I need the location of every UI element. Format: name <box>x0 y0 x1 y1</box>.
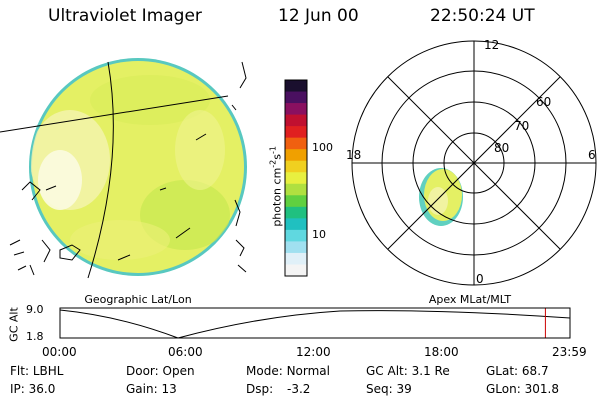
altitude-curve <box>59 309 571 339</box>
time-label: 22:50:24 UT <box>430 6 535 26</box>
left-image-caption: Geographic Lat/Lon <box>84 293 191 306</box>
colorbar-tick-100: 100 <box>312 141 333 154</box>
lat-label-60: 60 <box>536 95 551 109</box>
coastlines <box>9 61 247 276</box>
colorbar-segment <box>285 264 307 277</box>
mlt-label-18: 18 <box>346 148 361 162</box>
longitude-line <box>87 61 114 279</box>
colorbar-segment <box>285 206 307 219</box>
colorbar-segment <box>285 252 307 265</box>
latitude-line <box>0 95 229 133</box>
colorbar-segment <box>285 126 307 139</box>
timeline-xtick-0600: 06:00 <box>168 345 203 359</box>
status-ip: IP: 36.0 <box>10 382 56 396</box>
timeline-xtick-1200: 12:00 <box>296 345 331 359</box>
colorbar-segment <box>285 137 307 150</box>
timeline-xtick-0000: 00:00 <box>42 345 77 359</box>
colorbar-tick-10: 10 <box>312 228 326 241</box>
mlt-label-12: 12 <box>484 38 499 52</box>
timeline-ytick-bottom: 1.8 <box>26 330 44 343</box>
status-filter: Flt: LBHL <box>10 364 64 378</box>
colorbar-segment <box>285 195 307 208</box>
lat-label-70: 70 <box>514 119 529 133</box>
colorbar-segment <box>285 172 307 185</box>
color-bar <box>284 79 308 277</box>
timeline-y-label: GC Alt <box>7 307 21 342</box>
colorbar-segment <box>285 218 307 231</box>
status-gc-alt: GC Alt: 3.1 Re <box>366 364 450 378</box>
polar-plot: 12 18 6 0 60 70 80 Apex MLat/MLT <box>346 38 597 306</box>
colorbar-segment <box>285 149 307 162</box>
status-glat: GLat: 68.7 <box>486 364 549 378</box>
altitude-timeline <box>59 307 571 339</box>
timeline-xtick-1800: 18:00 <box>424 345 459 359</box>
colorbar-segment <box>285 114 307 127</box>
polar-diagonal-2 <box>387 76 561 250</box>
colorbar-segment <box>285 183 307 196</box>
date-label: 12 Jun 00 <box>278 6 359 26</box>
status-dsp: Dsp: -3.2 <box>246 382 311 396</box>
emission-texture <box>31 75 230 260</box>
right-plot-caption: Apex MLat/MLT <box>429 293 512 306</box>
mlt-label-0: 0 <box>476 272 484 286</box>
colorbar-segment <box>285 91 307 104</box>
status-door: Door: Open <box>126 364 195 378</box>
colorbar-segment <box>285 229 307 242</box>
colorbar-unit-label: photon cm-2s-1 <box>268 146 284 227</box>
status-gain: Gain: 13 <box>126 382 177 396</box>
instrument-title: Ultraviolet Imager <box>48 6 202 26</box>
status-glon: GLon: 301.8 <box>486 382 559 396</box>
colorbar-segment <box>285 103 307 116</box>
lat-label-80: 80 <box>494 141 509 155</box>
status-mode: Mode: Normal <box>246 364 330 378</box>
colorbar-segment <box>285 160 307 173</box>
colorbar-segment <box>285 80 307 93</box>
mlt-label-6: 6 <box>588 148 596 162</box>
status-seq: Seq: 39 <box>366 382 412 396</box>
timeline-xtick-2359: 23:59 <box>552 345 587 359</box>
timeline-ytick-top: 9.0 <box>26 303 44 316</box>
colorbar-segment <box>285 241 307 254</box>
geographic-image: Geographic Lat/Lon <box>0 58 247 306</box>
